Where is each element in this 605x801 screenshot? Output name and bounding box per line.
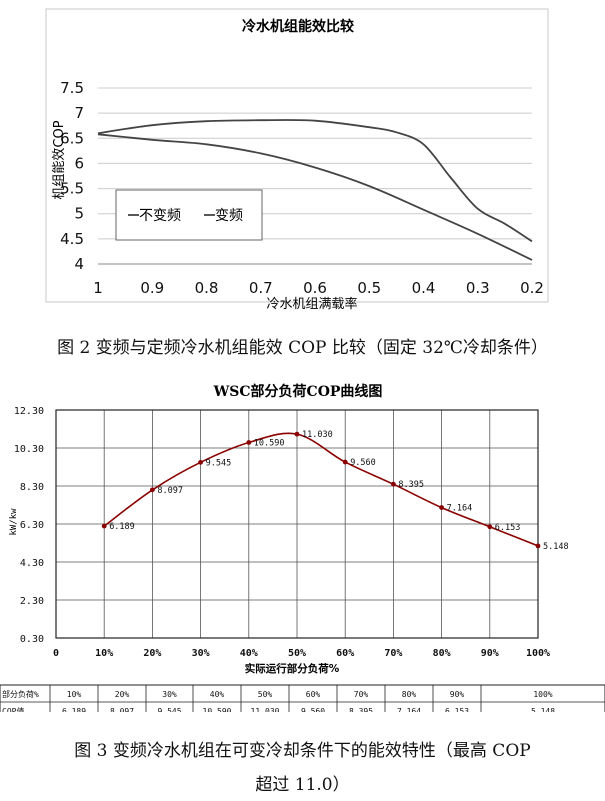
chart1-y-tick-7: 7.5 — [60, 79, 84, 97]
chart2-table-header-cell-8: 90% — [450, 690, 465, 699]
chart2-y-tick-3: 6.30 — [20, 520, 44, 531]
chart2-table-header-cell-2: 30% — [162, 690, 177, 699]
chart1-title: 冷水机组能效比较 — [242, 18, 354, 35]
chart1-x-tick-4: 0.6 — [303, 279, 327, 297]
chart2-table-value-cell-8: 6.153 — [445, 707, 469, 712]
chart2-x-tick-1: 10% — [95, 648, 113, 659]
chart2-table-header-cell-1: 20% — [115, 690, 130, 699]
chart2-x-tick-0: 0 — [53, 648, 59, 659]
chart2-table-header-cell-3: 40% — [210, 690, 225, 699]
chart2-table-frame — [0, 684, 605, 712]
chart2-y-tick-4: 8.30 — [20, 482, 44, 493]
chart2-y-tick-1: 2.30 — [20, 596, 44, 607]
chart1-x-tick-8: 0.2 — [520, 279, 544, 297]
chart2-title: WSC部分负荷COP曲线图 — [213, 383, 383, 400]
chart1-x-tick-5: 0.5 — [357, 279, 381, 297]
chart2-table-header-cell-5: 60% — [306, 690, 321, 699]
chart2-point-5 — [342, 459, 348, 465]
chart2-point-4 — [294, 431, 300, 437]
chart2-point-label-5: 9.560 — [350, 458, 376, 468]
chart2-y-axis-label: kW/kw — [9, 508, 19, 536]
chart2-point-label-7: 7.164 — [447, 504, 473, 514]
chart2-x-tick-6: 60% — [336, 648, 354, 659]
chart2-x-tick-8: 80% — [433, 648, 451, 659]
chart2-point-0 — [101, 523, 107, 529]
chart2-table-value-cell-2: 9.545 — [157, 707, 181, 712]
chart1-legend-label-1: 变频 — [215, 208, 243, 224]
chart2-table-row-header-1: COP值 — [2, 706, 24, 712]
chart1-x-tick-0: 1 — [93, 279, 103, 297]
chart2-point-8 — [487, 524, 493, 530]
chart2-point-6 — [391, 481, 396, 487]
chart2-y-tick-5: 10.30 — [14, 444, 44, 455]
figure-3-caption-line2: 超过 11.0） — [255, 775, 350, 795]
chart1-legend-box — [115, 189, 263, 241]
chart2-table-header-cell-9: 100% — [533, 690, 552, 699]
chart2-point-label-4: 11.030 — [302, 430, 333, 440]
chart2-point-label-8: 6.153 — [495, 523, 521, 533]
chart1-x-axis-label: 冷水机组满载率 — [266, 296, 357, 312]
chart1-x-tick-2: 0.8 — [195, 279, 219, 297]
chart2-x-tick-9: 90% — [481, 648, 499, 659]
chart2-x-tick-7: 70% — [384, 648, 402, 659]
chart2-point-label-1: 8.097 — [157, 486, 183, 496]
chart2-table-header-cell-4: 50% — [258, 690, 273, 699]
chart1-y-tick-6: 7 — [74, 104, 84, 122]
chart1-y-tick-4: 6 — [74, 154, 84, 172]
chart2-x-axis-label: 实际运行部分负荷% — [245, 662, 340, 675]
chart-cop-comparison: 4 4.5 5 5.5 6 6.5 7 7.5 1 0.9 0.8 0.7 0.6 0.5 0.4 0.3 0.… — [45, 8, 549, 312]
chart2-table-header-cell-6: 70% — [354, 690, 369, 699]
chart2-point-9 — [535, 543, 541, 549]
chart2-x-tick-10: 100% — [526, 648, 550, 659]
figure-3-caption-line1: 图 3 变频冷水机组在可变冷却条件下的能效特性（最高 COP — [74, 741, 531, 761]
chart2-table-value-cell-9: 5.148 — [531, 707, 555, 712]
chart1-frame — [45, 8, 549, 303]
chart2-point-1 — [150, 487, 155, 493]
chart2-y-tick-0: 0.30 — [20, 634, 44, 645]
chart2-table-value-cell-5: 9.560 — [301, 707, 325, 712]
chart1-legend-label-0: 不变频 — [139, 208, 181, 224]
chart1-x-tick-3: 0.7 — [249, 279, 273, 297]
chart1-x-tick-7: 0.3 — [466, 279, 490, 297]
chart1-y-tick-1: 4.5 — [60, 230, 84, 248]
chart2-point-label-2: 9.545 — [206, 458, 232, 468]
chart2-x-tick-2: 20% — [143, 648, 161, 659]
chart2-series-line — [103, 432, 539, 547]
chart2-x-tick-3: 30% — [192, 648, 210, 659]
chart2-table-value-cell-4: 11.030 — [251, 707, 280, 712]
chart2-table-header-cell-0: 10% — [67, 690, 82, 699]
chart2-table-value-cell-0: 6.189 — [62, 707, 86, 712]
chart2-y-tick-2: 4.30 — [20, 558, 44, 569]
chart2-plot-frame — [55, 409, 539, 639]
chart2-point-7 — [439, 505, 444, 510]
chart1-y-tick-5: 6.5 — [60, 129, 84, 147]
chart2-x-tick-4: 40% — [240, 648, 258, 659]
chart2-x-tick-5: 50% — [288, 648, 306, 659]
chart2-point-label-9: 5.148 — [543, 542, 569, 552]
chart1-y-tick-3: 5.5 — [60, 180, 84, 198]
chart1-x-tick-6: 0.4 — [412, 279, 436, 297]
chart2-point-label-0: 6.189 — [109, 522, 135, 532]
chart2-y-tick-6: 12.30 — [14, 406, 44, 417]
chart1-y-axis-label: 机组能效COP — [52, 120, 67, 199]
chart2-table-header-cell-7: 80% — [402, 690, 417, 699]
chart1-series-line-1 — [97, 119, 533, 243]
chart2-table-value-cell-1: 8.097 — [110, 707, 134, 712]
chart2-table-value-cell-7: 7.164 — [397, 707, 421, 712]
chart-wsc-part-load-cop: WSC部分负荷COP曲线图 0.30 2.30 4.30 6.30 8.30 10.30 12… — [0, 383, 605, 712]
chart1-y-tick-0: 4 — [74, 255, 84, 273]
chart1-y-tick-2: 5 — [74, 205, 84, 223]
chart2-point-2 — [198, 459, 204, 465]
figure-2-caption: 图 2 变频与定频冷水机组能效 COP 比较（固定 32℃冷却条件） — [57, 338, 548, 358]
chart2-point-label-6: 8.395 — [398, 480, 424, 490]
chart2-table-value-cell-3: 10.590 — [203, 707, 232, 712]
chart1-series-line-0 — [97, 133, 533, 261]
chart2-point-label-3: 10.590 — [254, 438, 285, 448]
chart2-point-3 — [246, 440, 252, 445]
chart2-table-row-header-0: 部分负荷% — [2, 689, 39, 699]
chart1-x-tick-1: 0.9 — [140, 279, 164, 297]
chart2-table-value-cell-6: 8.395 — [349, 707, 373, 712]
